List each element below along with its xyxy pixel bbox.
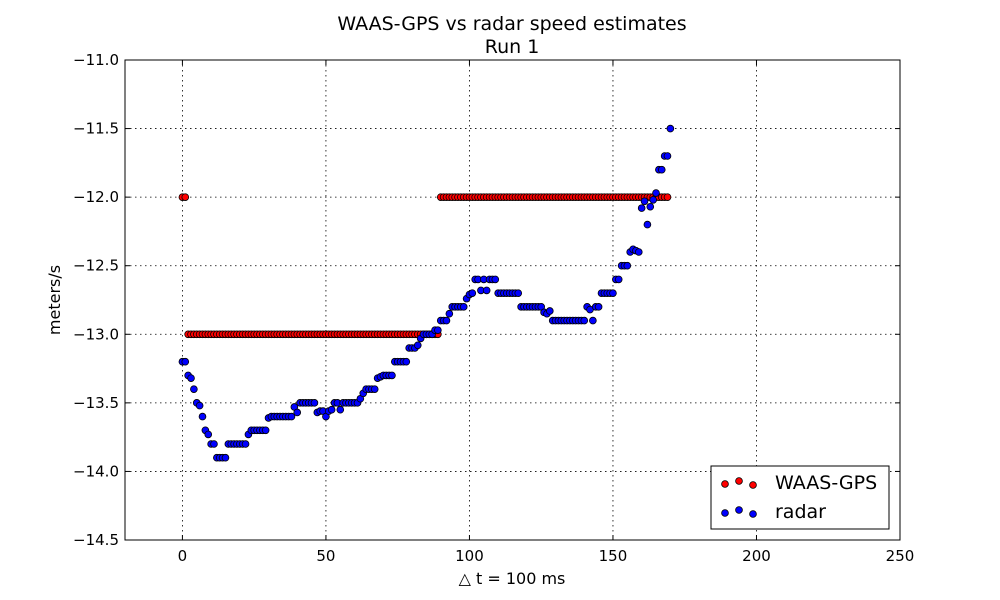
radar-point: [482, 286, 491, 295]
legend-marker-waas-gps: [749, 481, 757, 489]
series-radar: [178, 124, 675, 462]
radar-point: [580, 316, 589, 325]
legend-marker-waas-gps: [721, 480, 729, 488]
x-tick-label: 0: [178, 547, 188, 565]
chart-subtitle: Run 1: [485, 36, 540, 58]
radar-point: [663, 152, 672, 160]
radar-point: [657, 165, 666, 174]
radar-point: [310, 399, 319, 407]
legend: WAAS-GPS radar: [710, 465, 890, 530]
radar-point: [614, 275, 623, 284]
radar-point: [413, 341, 422, 350]
radar-point: [204, 430, 213, 439]
y-tick-label: −13.5: [73, 394, 119, 412]
radar-point: [514, 289, 523, 297]
legend-marker-radar: [735, 506, 743, 514]
x-tick-label: 250: [886, 547, 915, 565]
radar-point: [221, 453, 230, 462]
chart-title: WAAS-GPS vs radar speed estimates: [337, 13, 686, 35]
x-tick-label: 50: [316, 547, 335, 565]
radar-point: [287, 412, 296, 421]
series-waas-gps: [178, 193, 672, 339]
legend-box: [710, 465, 890, 530]
y-tick-label: −14.0: [73, 462, 119, 480]
radar-point: [491, 275, 500, 284]
radar-point: [594, 303, 603, 311]
radar-point: [388, 371, 396, 380]
radar-point: [445, 309, 454, 318]
x-tick-label: 150: [599, 547, 628, 565]
radar-point: [370, 385, 379, 393]
radar-point: [241, 440, 250, 448]
radar-point: [637, 204, 646, 212]
radar-point: [261, 426, 270, 435]
radar-point: [634, 248, 643, 256]
legend-markers: [721, 477, 757, 518]
radar-point: [442, 316, 451, 325]
legend-marker-waas-gps: [735, 477, 743, 485]
data-points: [178, 124, 675, 462]
radar-point: [459, 303, 468, 311]
radar-point: [195, 401, 204, 410]
radar-point: [198, 412, 207, 421]
radar-point: [649, 196, 657, 204]
radar-point: [336, 405, 345, 414]
radar-point: [546, 307, 554, 315]
radar-point: [468, 289, 477, 297]
radar-point: [640, 197, 649, 206]
x-axis-label: △ t = 100 ms: [459, 569, 566, 588]
x-tick-label: 100: [455, 547, 484, 565]
legend-marker-radar: [721, 509, 729, 517]
x-tick-label: 200: [742, 547, 771, 565]
legend-label-waas-gps: WAAS-GPS: [775, 472, 877, 494]
legend-marker-radar: [749, 510, 757, 518]
radar-point: [646, 202, 655, 211]
radar-point: [434, 326, 442, 334]
radar-point: [190, 385, 198, 393]
y-tick-label: −11.5: [73, 120, 119, 138]
radar-point: [187, 374, 195, 382]
waas-gps-point: [663, 193, 672, 201]
radar-point: [402, 357, 411, 366]
radar-point: [181, 357, 190, 366]
radar-point: [589, 316, 597, 325]
radar-point: [609, 289, 617, 297]
radar-point: [210, 440, 218, 448]
axis-ticks: 0 50 100 150 200 250 −11.0 −11.5 −12.0 −12.5 −13.0…: [73, 51, 914, 565]
plot-frame: [124, 59, 901, 541]
y-tick-label: −14.5: [73, 531, 119, 549]
radar-point: [652, 189, 660, 197]
y-tick-label: −13.0: [73, 325, 119, 343]
radar-point: [666, 124, 675, 133]
y-tick-label: −12.5: [73, 257, 119, 275]
waas-gps-point: [181, 193, 190, 201]
radar-point: [327, 405, 336, 414]
legend-label-radar: radar: [775, 501, 826, 523]
y-tick-label: −12.0: [73, 188, 119, 206]
y-tick-label: −11.0: [73, 51, 119, 69]
radar-point: [623, 261, 632, 270]
radar-point: [643, 220, 652, 229]
y-axis-label: meters/s: [45, 265, 64, 335]
radar-point: [293, 408, 302, 417]
